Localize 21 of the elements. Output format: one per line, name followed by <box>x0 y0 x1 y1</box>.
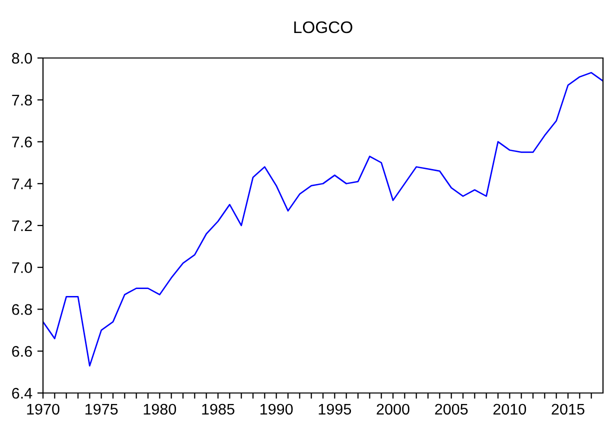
x-tick-label: 2015 <box>552 404 584 415</box>
x-tick-label: 2000 <box>376 404 410 415</box>
x-tick-label: 1990 <box>260 404 293 415</box>
y-tick-label: 8.0 <box>12 52 32 64</box>
y-tick-label: 7.6 <box>12 136 32 148</box>
y-tick-label: 7.4 <box>12 178 32 190</box>
x-tick-label: 1975 <box>86 404 118 415</box>
x-tick-label: 1980 <box>144 404 176 415</box>
x-tick-label: 1995 <box>318 404 352 415</box>
x-tick-label: 2010 <box>493 404 526 415</box>
y-tick-label: 7.2 <box>12 220 32 232</box>
y-tick-label: 6.6 <box>12 346 32 357</box>
line-series <box>43 72 603 366</box>
chart-title: LOGCO <box>294 21 352 34</box>
y-tick-label: 7.0 <box>12 262 32 274</box>
x-tick-label: 2005 <box>435 404 468 415</box>
y-tick-label: 7.8 <box>12 94 32 106</box>
x-tick-label: 1985 <box>202 404 234 415</box>
y-tick-label: 6.4 <box>12 388 32 399</box>
y-tick-label: 6.8 <box>12 304 32 315</box>
x-tick-label: 1970 <box>27 404 60 415</box>
